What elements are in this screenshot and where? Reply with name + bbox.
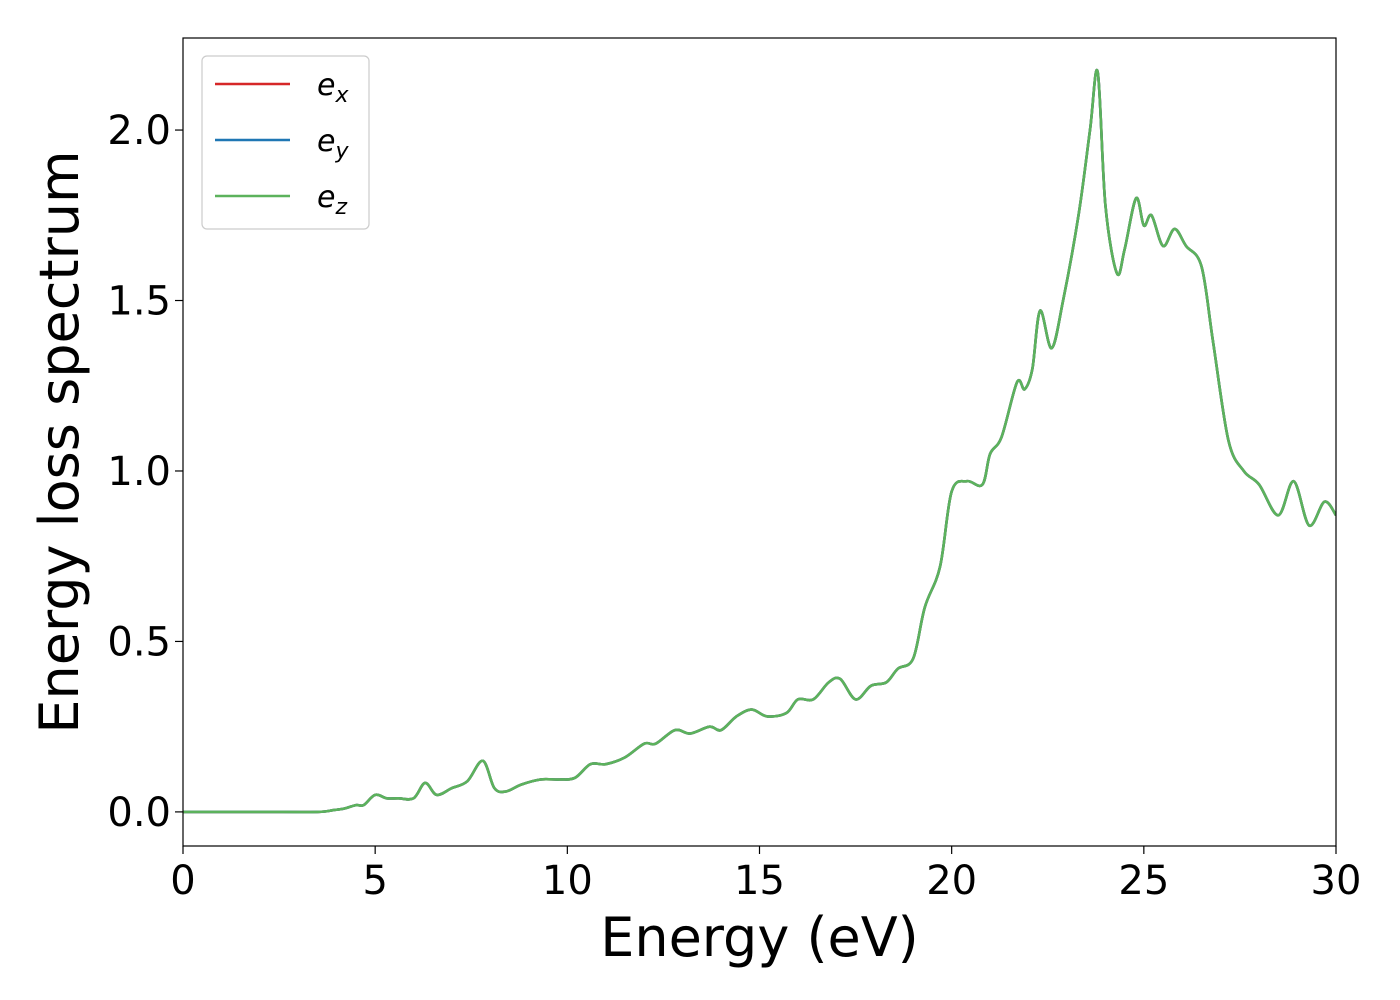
y-axis-ticks: 0.0 0.5 1.0 1.5 2.0 xyxy=(107,108,183,836)
x-tick-label: 25 xyxy=(1118,858,1169,904)
x-tick-label: 30 xyxy=(1311,858,1362,904)
y-axis-label: Energy loss spectrum xyxy=(28,150,91,733)
x-tick-label: 0 xyxy=(170,858,195,904)
y-tick-label: 1.5 xyxy=(107,279,171,325)
x-axis-label: Energy (eV) xyxy=(600,906,919,969)
legend-box xyxy=(201,55,370,230)
y-tick-label: 2.0 xyxy=(107,108,171,154)
x-tick-label: 10 xyxy=(542,858,593,904)
x-tick-label: 5 xyxy=(362,858,387,904)
y-tick-label: 0.5 xyxy=(107,619,171,665)
x-axis-ticks: 0 5 10 15 20 25 30 xyxy=(170,846,1361,904)
y-tick-label: 0.0 xyxy=(107,790,171,836)
legend-label-y: ey xyxy=(317,124,349,164)
series-layer xyxy=(183,68,1336,814)
x-tick-label: 15 xyxy=(734,858,785,904)
series-line-z xyxy=(183,68,1336,814)
legend-label-z: ez xyxy=(317,180,347,220)
legend-label-x: ex xyxy=(317,68,349,108)
y-tick-label: 1.0 xyxy=(107,449,171,495)
legend: ex ey ez xyxy=(201,55,370,230)
x-tick-label: 20 xyxy=(926,858,977,904)
